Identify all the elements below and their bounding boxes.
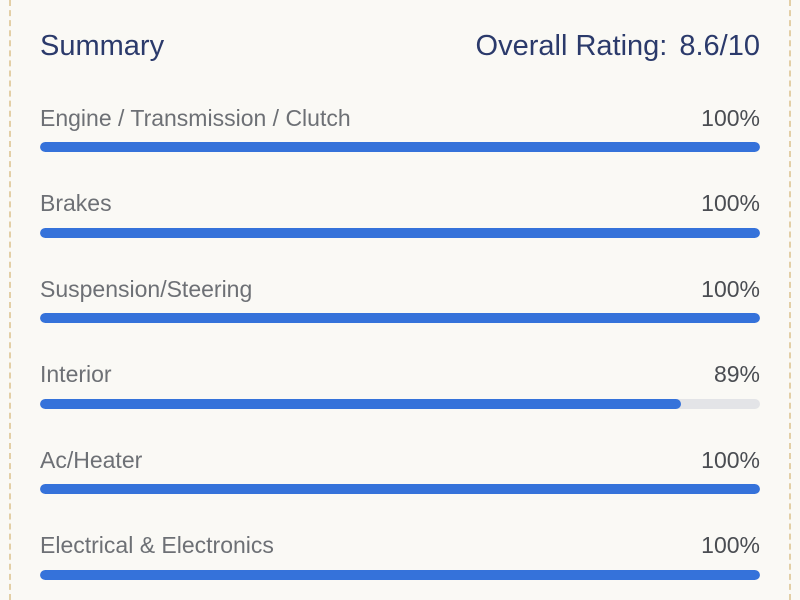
row-label: Interior [40,361,112,387]
progress-fill [40,398,681,409]
row-header: Suspension/Steering 100% [40,274,760,304]
progress-track [40,569,760,580]
progress-fill [40,569,760,580]
row-value: 100% [701,532,760,558]
title: Summary [40,29,165,62]
header: Summary Overall Rating: 8.6/10 [40,26,760,66]
progress-track [40,142,760,152]
rating-value: 8.6/10 [679,29,760,62]
row-value: 100% [701,446,760,473]
progress-track [40,398,760,409]
progress-track [40,227,760,238]
progress-fill [40,227,760,238]
dashed-border [789,0,791,600]
row-label: Brakes [40,190,112,216]
rating-row: Brakes 100% [40,189,760,238]
rating-label: Overall Rating: [475,29,668,62]
row-value: 100% [701,275,760,302]
rating-row: Ac/Heater 100% [40,445,760,494]
rating-row: Suspension/Steering 100% [40,274,760,323]
rating-row: Engine / Transmission / Clutch 100% [40,103,760,152]
progress-fill [40,142,760,152]
rating-row: Interior 89% [40,360,760,409]
rating-row: Electrical & Electronics 100% [40,531,760,580]
row-header: Electrical & Electronics 100% [40,531,760,561]
row-header: Brakes 100% [40,189,760,219]
progress-track [40,484,760,494]
row-value: 89% [713,361,760,387]
progress-track [40,313,760,323]
rating: Overall Rating: 8.6/10 [476,30,760,63]
dashed-border [9,0,11,600]
row-header: Engine / Transmission / Clutch 100% [40,103,760,133]
row-label: Engine / Transmission / Clutch [40,104,351,131]
row-header: Interior 89% [40,360,760,390]
row-label: Ac/Heater [40,446,143,473]
row-value: 100% [701,104,760,131]
row-header: Ac/Heater 100% [40,445,760,475]
progress-fill [40,484,760,494]
row-label: Electrical & Electronics [40,532,274,558]
row-value: 100% [701,190,760,216]
row-label: Suspension/Steering [40,275,253,302]
progress-fill [40,313,760,323]
